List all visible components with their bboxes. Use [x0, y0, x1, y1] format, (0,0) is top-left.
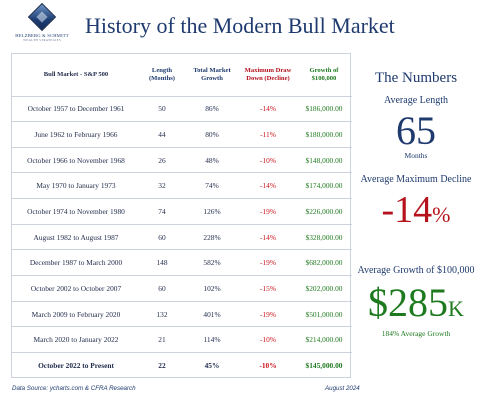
avg-decline-label: Average Maximum Decline [360, 174, 472, 185]
cell-value: $328,000.00 [296, 224, 352, 251]
cell-period: October 2002 to October 2007 [12, 275, 140, 302]
cell-length: 132 [140, 301, 184, 328]
table-row: October 2022 to Present 22 45% -10% $145,000… [12, 353, 352, 377]
logo-firm-name: HELZBERG & SCHMITT [15, 33, 69, 38]
table-row: October 1957 to December 1961 50 86% -14% $1… [12, 96, 352, 123]
data-source-note: Data Source: ycharts.com & CFRA Research [12, 385, 136, 392]
table-row: October 1974 to November 1980 74 126% -19% $… [12, 198, 352, 225]
cell-length: 74 [140, 198, 184, 225]
cell-growth: 86% [184, 96, 240, 123]
report-date: August 2024 [325, 385, 360, 392]
cell-value: $148,000.00 [296, 147, 352, 174]
table-header-row: Bull Market - S&P 500 Length (Months) To… [12, 54, 352, 97]
header-market: Bull Market - S&P 500 [12, 54, 140, 97]
cell-drawdown: -11% [240, 121, 296, 148]
avg-length-unit: Months [404, 151, 428, 160]
cell-length: 60 [140, 224, 184, 251]
header-drawdown: Maximum Draw Down (Decline) [240, 54, 296, 97]
avg-growth-note: 184% Average Growth [381, 329, 451, 338]
avg-decline-value: -14% [354, 190, 478, 235]
cell-growth: 102% [184, 275, 240, 302]
table-row: December 1987 to March 2000 148 582% -19% $6… [12, 249, 352, 277]
cell-growth: 45% [204, 360, 220, 370]
header-value: Growth of $100,000 [296, 54, 352, 97]
cell-drawdown: -19% [240, 301, 296, 328]
cell-growth: 48% [184, 147, 240, 174]
table-row: May 1970 to January 1973 32 74% -14% $174,00… [12, 172, 352, 200]
cell-growth: 582% [184, 249, 240, 277]
cell-drawdown: -10% [240, 147, 296, 174]
cell-drawdown: -19% [240, 198, 296, 225]
table-body: October 1957 to December 1961 50 86% -14% $1… [12, 96, 352, 377]
avg-growth-number: $285 [368, 280, 449, 325]
table-row: March 2020 to January 2022 21 114% -10% $214… [12, 326, 352, 354]
firm-logo: HELZBERG & SCHMITT WEALTH STRATEGIES [14, 2, 70, 48]
cell-period: October 2022 to Present [38, 360, 114, 370]
cell-period: May 1970 to January 1973 [12, 172, 140, 200]
cell-period: June 1962 to February 1966 [12, 121, 140, 148]
table-row: June 1962 to February 1966 44 80% -11% $180,… [12, 121, 352, 148]
cell-value: $145,000.00 [305, 360, 343, 370]
cell-period: August 1982 to August 1987 [12, 224, 140, 251]
cell-drawdown: -14% [240, 96, 296, 123]
cell-drawdown: -15% [240, 275, 296, 302]
cell-value: $682,000.00 [296, 249, 352, 277]
cell-drawdown: -10% [259, 360, 277, 370]
cell-value: $226,000.00 [296, 198, 352, 225]
header-growth: Total Market Growth [184, 54, 240, 97]
cell-value: $180,000.00 [296, 121, 352, 148]
cell-value: $501,000.00 [296, 301, 352, 328]
cell-value: $186,000.00 [296, 96, 352, 123]
cell-growth: 401% [184, 301, 240, 328]
cell-growth: 126% [184, 198, 240, 225]
cell-value: $174,000.00 [296, 172, 352, 200]
cell-period: October 1966 to November 1968 [12, 147, 140, 174]
cell-length: 60 [140, 275, 184, 302]
cell-length: 44 [140, 121, 184, 148]
avg-growth-label: Average Growth of $100,000 [357, 265, 475, 276]
cell-length: 50 [140, 96, 184, 123]
avg-length-label: Average Length [384, 95, 448, 106]
cell-growth: 80% [184, 121, 240, 148]
cell-value: $214,000.00 [296, 326, 352, 354]
cell-length: 21 [140, 326, 184, 354]
cell-growth: 114% [184, 326, 240, 354]
cell-length: 148 [140, 249, 184, 277]
numbers-title: The Numbers [374, 70, 458, 86]
bull-market-table: Bull Market - S&P 500 Length (Months) To… [11, 53, 352, 378]
table-row: October 1966 to November 1968 26 48% -10% $1… [12, 147, 352, 174]
cell-period: March 2009 to February 2020 [12, 301, 140, 328]
cell-growth: 228% [184, 224, 240, 251]
cell-length: 32 [140, 172, 184, 200]
cell-value: $202,000.00 [296, 275, 352, 302]
cell-drawdown: -19% [240, 249, 296, 277]
cell-period: December 1987 to March 2000 [12, 249, 140, 277]
cell-drawdown: -14% [240, 224, 296, 251]
avg-growth-unit: K [448, 296, 464, 321]
cell-growth: 74% [184, 172, 240, 200]
table-row: August 1982 to August 1987 60 228% -14% $328… [12, 224, 352, 251]
the-numbers-panel: The Numbers Average Length 65 Months Ave… [354, 60, 478, 338]
cell-period: March 2020 to January 2022 [12, 326, 140, 354]
avg-length-value: 65 [396, 108, 436, 153]
diamond-logo-icon [27, 2, 57, 32]
cell-drawdown: -14% [240, 172, 296, 200]
cell-period: October 1957 to December 1961 [12, 96, 140, 123]
avg-growth-value: $285K [354, 283, 478, 329]
logo-tagline: WEALTH STRATEGIES [23, 38, 61, 42]
cell-length: 22 [158, 360, 166, 370]
avg-decline-unit: % [432, 202, 451, 227]
header-length: Length (Months) [140, 54, 184, 97]
avg-decline-number: -14 [381, 189, 433, 231]
page-title: History of the Modern Bull Market [85, 13, 395, 38]
cell-length: 26 [140, 147, 184, 174]
cell-period: October 1974 to November 1980 [12, 198, 140, 225]
table-row: March 2009 to February 2020 132 401% -19% $5… [12, 301, 352, 328]
cell-drawdown: -10% [240, 326, 296, 354]
table-row: October 2002 to October 2007 60 102% -15% $2… [12, 275, 352, 302]
